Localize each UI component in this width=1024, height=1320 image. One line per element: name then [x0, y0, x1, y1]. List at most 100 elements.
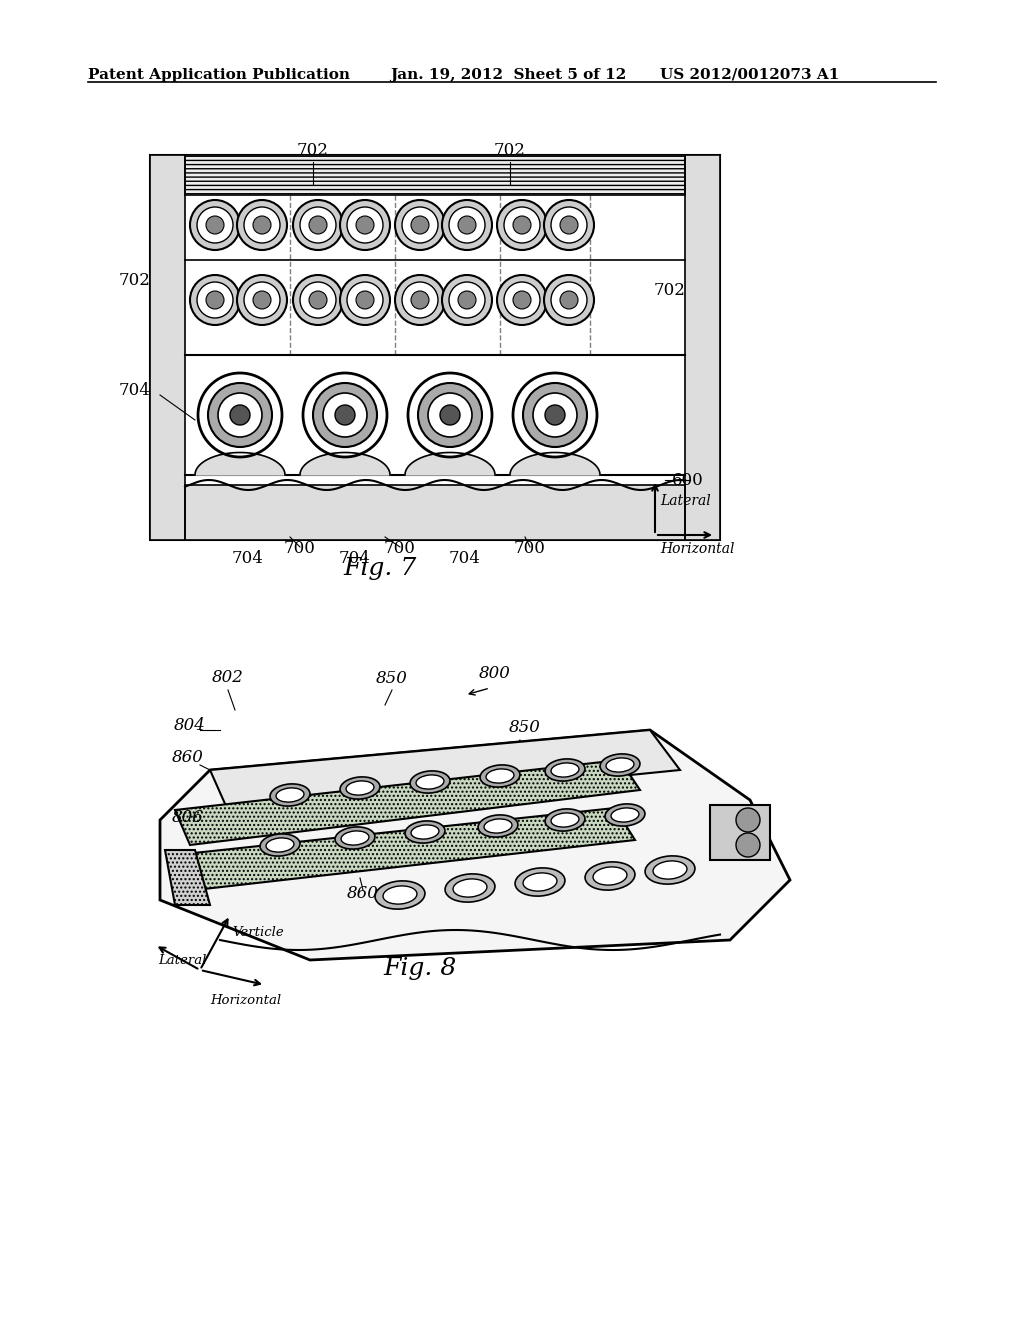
Ellipse shape	[416, 775, 444, 789]
Text: Lateral: Lateral	[158, 953, 207, 966]
Circle shape	[545, 405, 565, 425]
Polygon shape	[175, 760, 640, 845]
Circle shape	[206, 216, 224, 234]
Circle shape	[504, 207, 540, 243]
Circle shape	[551, 282, 587, 318]
Circle shape	[190, 275, 240, 325]
Text: 802: 802	[212, 669, 244, 686]
Circle shape	[347, 207, 383, 243]
Ellipse shape	[270, 784, 310, 807]
Circle shape	[340, 275, 390, 325]
Circle shape	[313, 383, 377, 447]
Text: 806: 806	[172, 809, 204, 826]
Ellipse shape	[515, 867, 565, 896]
Ellipse shape	[375, 880, 425, 909]
Polygon shape	[160, 730, 790, 960]
Circle shape	[736, 833, 760, 857]
Text: Fig. 8: Fig. 8	[383, 957, 457, 979]
Text: Verticle: Verticle	[232, 925, 284, 939]
Text: Patent Application Publication: Patent Application Publication	[88, 69, 350, 82]
Circle shape	[253, 290, 271, 309]
Bar	[185, 154, 685, 195]
Ellipse shape	[551, 763, 579, 777]
Circle shape	[449, 207, 485, 243]
Circle shape	[300, 207, 336, 243]
Circle shape	[551, 207, 587, 243]
Circle shape	[340, 201, 390, 249]
Circle shape	[560, 290, 578, 309]
Text: 702: 702	[494, 143, 526, 158]
Circle shape	[335, 405, 355, 425]
Text: 860: 860	[172, 748, 204, 766]
Circle shape	[323, 393, 367, 437]
Circle shape	[411, 216, 429, 234]
Text: 850: 850	[376, 671, 408, 686]
Ellipse shape	[606, 758, 634, 772]
Circle shape	[197, 207, 233, 243]
Circle shape	[402, 207, 438, 243]
Polygon shape	[510, 453, 600, 475]
Circle shape	[497, 201, 547, 249]
Ellipse shape	[480, 764, 520, 787]
Circle shape	[293, 275, 343, 325]
Bar	[185, 484, 685, 540]
Ellipse shape	[346, 781, 374, 795]
Text: Horizontal: Horizontal	[210, 994, 282, 1006]
Circle shape	[237, 275, 287, 325]
Polygon shape	[406, 453, 495, 475]
Bar	[150, 154, 185, 540]
Circle shape	[513, 290, 531, 309]
Circle shape	[218, 393, 262, 437]
Ellipse shape	[611, 808, 639, 822]
Text: 700: 700	[514, 540, 546, 557]
Text: 700: 700	[384, 540, 416, 557]
Circle shape	[197, 282, 233, 318]
Ellipse shape	[545, 759, 585, 781]
Text: Horizontal: Horizontal	[660, 543, 734, 556]
Ellipse shape	[523, 873, 557, 891]
Circle shape	[208, 383, 272, 447]
Ellipse shape	[484, 818, 512, 833]
Ellipse shape	[266, 838, 294, 853]
Ellipse shape	[600, 754, 640, 776]
Ellipse shape	[593, 867, 627, 886]
Circle shape	[497, 275, 547, 325]
Circle shape	[523, 383, 587, 447]
Ellipse shape	[335, 826, 375, 849]
Bar	[150, 154, 185, 540]
Ellipse shape	[545, 809, 585, 832]
Circle shape	[395, 275, 445, 325]
Bar	[710, 805, 770, 861]
Circle shape	[560, 216, 578, 234]
Text: US 2012/0012073 A1: US 2012/0012073 A1	[660, 69, 840, 82]
Ellipse shape	[340, 777, 380, 799]
Text: 700: 700	[284, 540, 316, 557]
Ellipse shape	[260, 834, 300, 857]
Circle shape	[230, 405, 250, 425]
Circle shape	[458, 216, 476, 234]
Text: 702: 702	[119, 272, 151, 289]
Text: Fig. 7: Fig. 7	[343, 557, 417, 579]
Circle shape	[309, 290, 327, 309]
Circle shape	[736, 808, 760, 832]
Text: 804: 804	[174, 717, 206, 734]
Bar	[185, 484, 685, 540]
Circle shape	[293, 201, 343, 249]
Text: 704: 704	[232, 550, 264, 568]
Ellipse shape	[276, 788, 304, 803]
Ellipse shape	[411, 825, 439, 840]
Circle shape	[504, 282, 540, 318]
Text: 702: 702	[654, 282, 686, 300]
Circle shape	[237, 201, 287, 249]
Circle shape	[428, 393, 472, 437]
Circle shape	[253, 216, 271, 234]
Circle shape	[356, 216, 374, 234]
Circle shape	[408, 374, 492, 457]
Bar	[150, 154, 720, 540]
Circle shape	[206, 290, 224, 309]
Text: 704: 704	[450, 550, 481, 568]
Circle shape	[244, 282, 280, 318]
Ellipse shape	[645, 855, 695, 884]
Polygon shape	[165, 850, 210, 906]
Text: 704: 704	[119, 381, 151, 399]
